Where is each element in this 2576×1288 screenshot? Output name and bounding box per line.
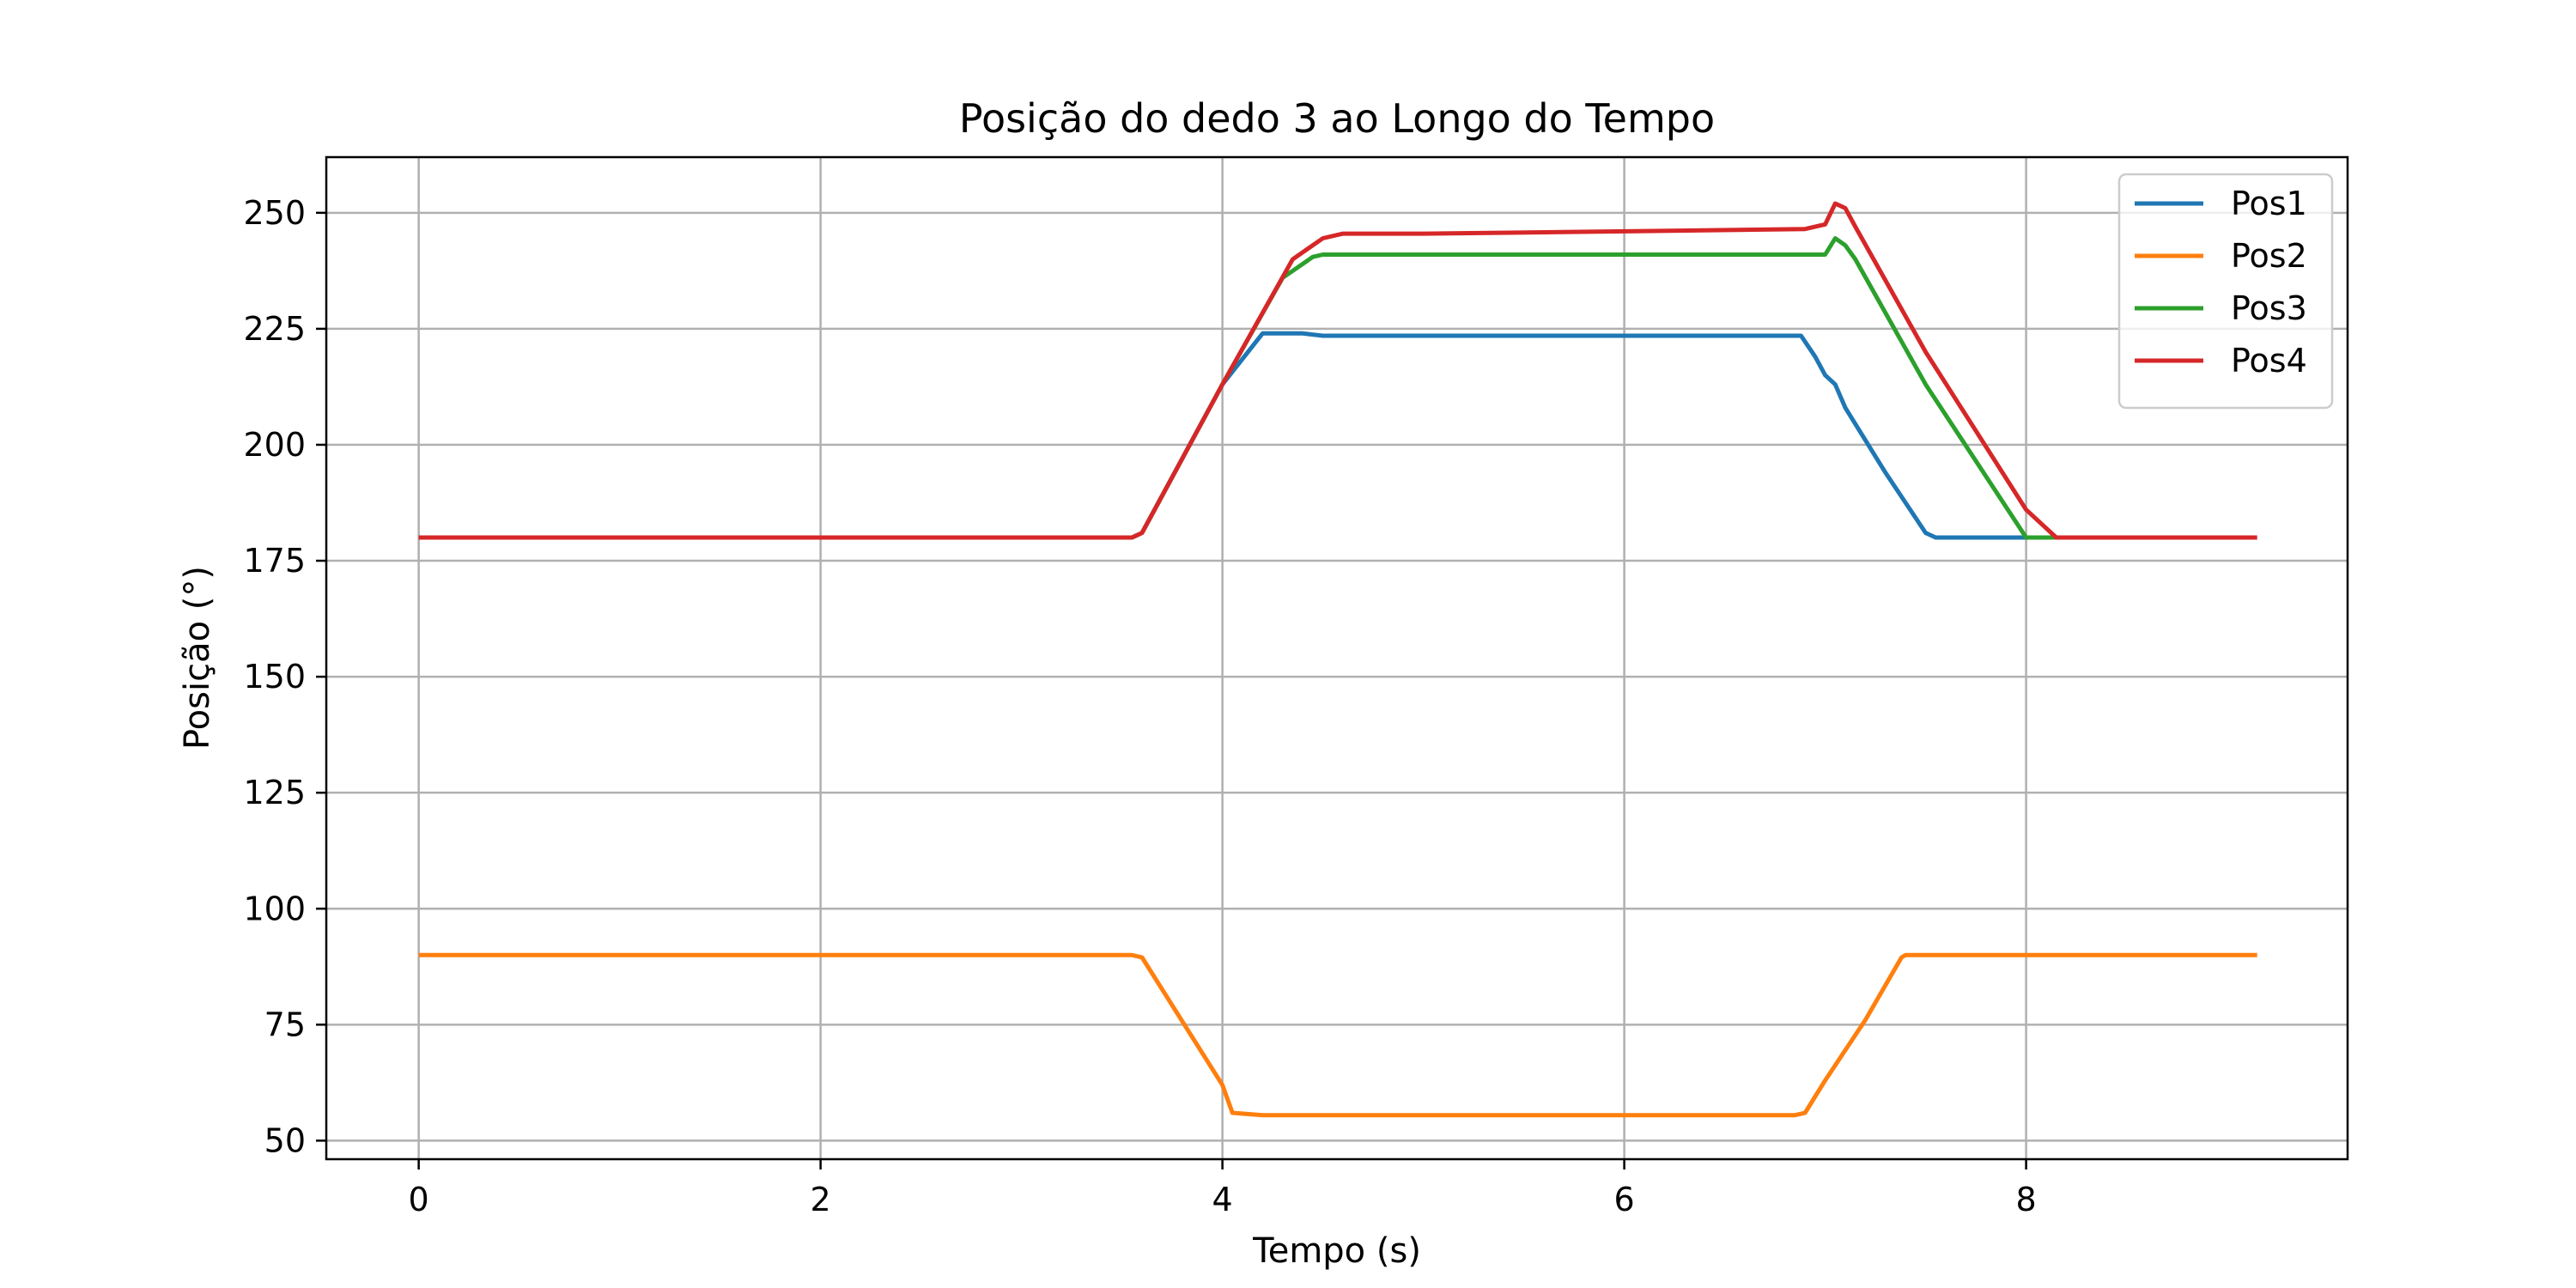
y-tick-label: 175 — [243, 542, 306, 580]
y-axis-label: Posição (°) — [178, 566, 217, 750]
x-axis-label: Tempo (s) — [1252, 1231, 1421, 1271]
y-tick-label: 200 — [243, 426, 306, 464]
legend-label: Pos3 — [2231, 289, 2307, 327]
x-tick-label: 0 — [409, 1181, 429, 1218]
y-tick-label: 225 — [243, 310, 306, 348]
y-tick-label: 250 — [243, 194, 306, 232]
x-tick-label: 2 — [811, 1181, 831, 1218]
series-line-pos4 — [418, 201, 2257, 540]
chart-title: Posição do dedo 3 ao Longo do Tempo — [959, 95, 1715, 142]
y-tick-label: 75 — [264, 1005, 306, 1043]
series-lines — [418, 201, 2257, 1118]
legend-box — [2117, 173, 2334, 410]
x-tick-label: 4 — [1212, 1181, 1233, 1218]
y-tick-label: 100 — [243, 890, 306, 927]
x-tick-label: 8 — [2016, 1181, 2037, 1218]
legend-label: Pos1 — [2231, 185, 2307, 222]
legend: Pos1 Pos2 Pos3 Pos4 — [2117, 173, 2334, 410]
y-tick-label: 150 — [243, 658, 306, 696]
grid — [326, 157, 2348, 1159]
y-tick-label: 50 — [264, 1121, 306, 1159]
legend-label: Pos4 — [2231, 342, 2307, 380]
axis-ticks: 0 2 4 6 8 50 75 100 125 150 175 200 225 250 — [243, 194, 2036, 1218]
x-tick-label: 6 — [1614, 1181, 1635, 1218]
series-line-pos2 — [418, 952, 2257, 1118]
plot-frame — [325, 155, 2349, 1161]
legend-label: Pos2 — [2231, 237, 2307, 275]
y-tick-label: 125 — [243, 774, 306, 811]
